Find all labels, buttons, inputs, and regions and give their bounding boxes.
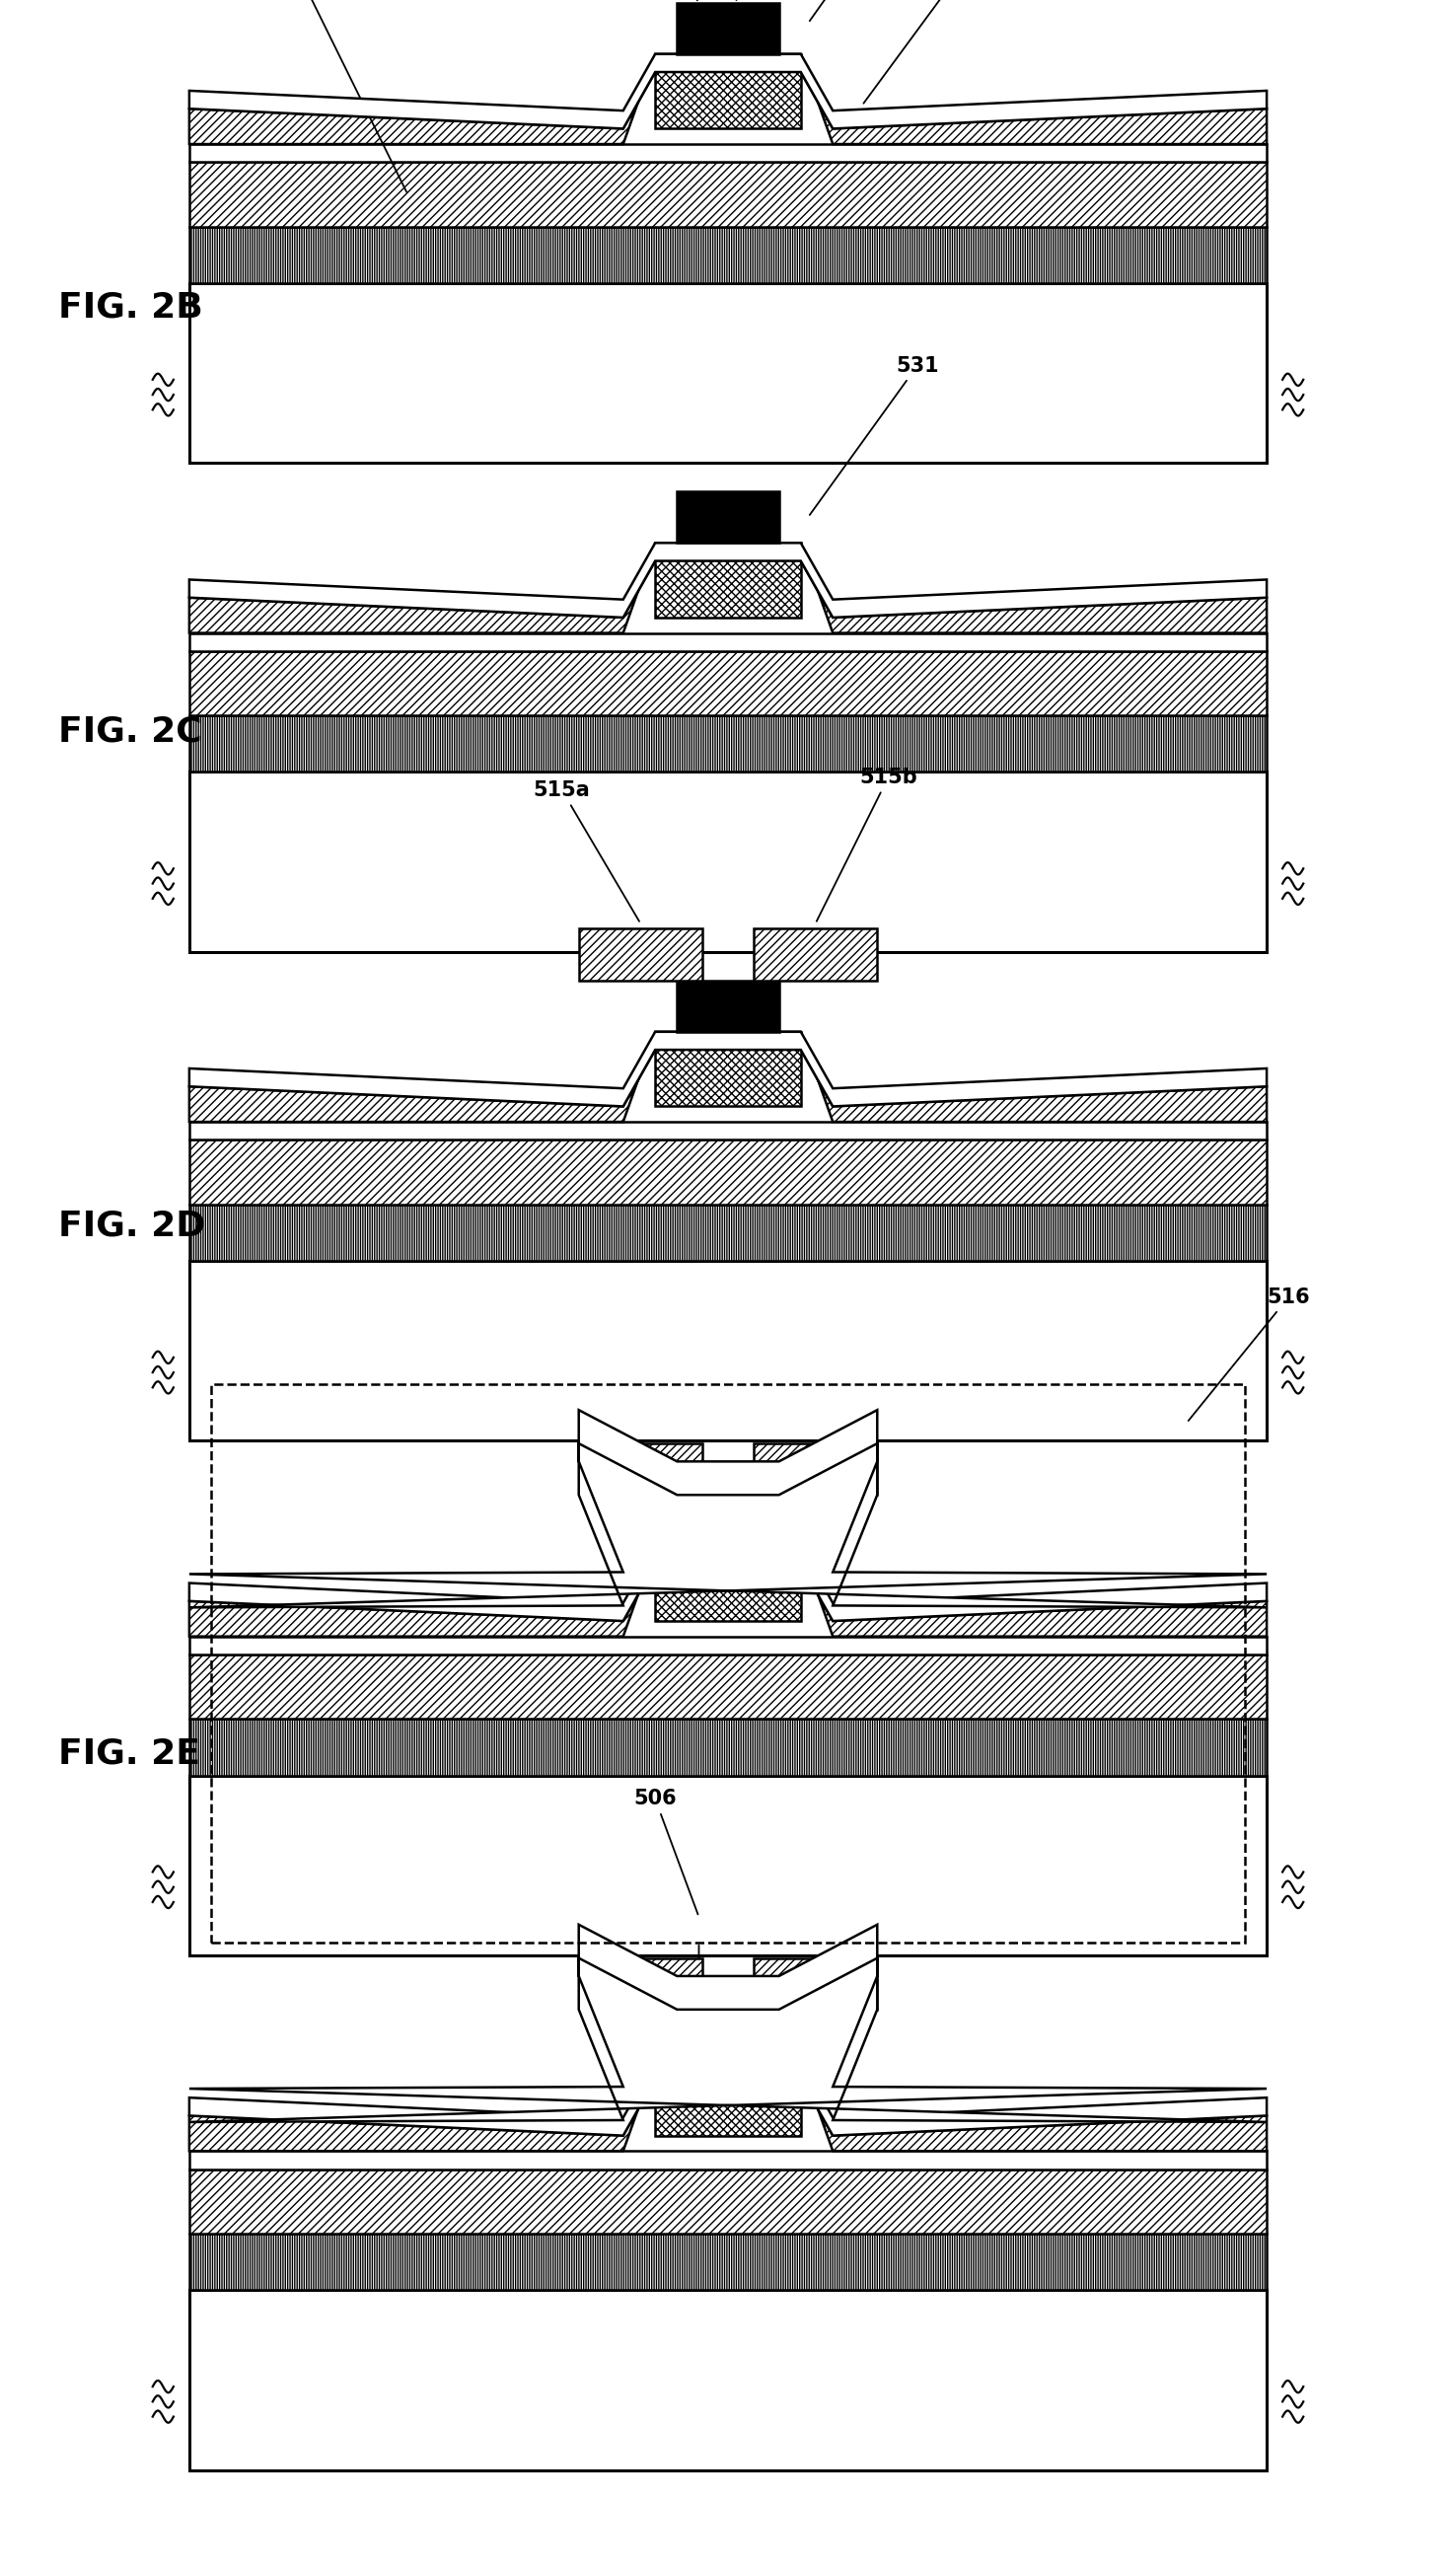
Bar	[189, 1122, 1267, 1140]
Bar	[189, 162, 1267, 226]
Bar	[189, 2233, 1267, 2290]
Bar	[189, 1654, 1267, 1719]
Polygon shape	[655, 1032, 801, 1106]
Bar	[579, 929, 703, 980]
Text: 515b: 515b	[817, 767, 917, 921]
Bar	[677, 491, 779, 543]
Polygon shape	[655, 1546, 801, 1621]
Polygon shape	[189, 2061, 1267, 2136]
Polygon shape	[655, 54, 801, 129]
Bar	[579, 1958, 703, 2010]
Polygon shape	[189, 1546, 1267, 1636]
Bar	[754, 1958, 877, 2010]
Text: 531: 531	[810, 355, 939, 515]
Text: FIG. 2E: FIG. 2E	[58, 1737, 201, 1770]
Bar	[189, 2151, 1267, 2169]
Bar	[189, 144, 1267, 162]
Polygon shape	[655, 543, 801, 618]
Text: 505: 505	[255, 0, 406, 193]
Bar	[754, 929, 877, 980]
Bar	[189, 1261, 1267, 1441]
Bar	[189, 226, 1267, 283]
Text: 510: 510	[677, 1945, 721, 2033]
Polygon shape	[189, 54, 1267, 144]
Polygon shape	[189, 2061, 1267, 2151]
Polygon shape	[189, 1410, 1267, 1608]
Bar	[211, 1384, 1245, 1943]
Polygon shape	[189, 543, 1267, 633]
Text: 507b: 507b	[810, 0, 932, 21]
Bar	[189, 1775, 1267, 1955]
Polygon shape	[655, 2061, 801, 2136]
Bar	[677, 1495, 779, 1546]
Text: FIG. 2B: FIG. 2B	[58, 291, 202, 324]
Text: FIG. 2D: FIG. 2D	[58, 1209, 205, 1243]
Bar	[189, 1719, 1267, 1775]
Polygon shape	[189, 1032, 1267, 1106]
Bar	[189, 1140, 1267, 1204]
Bar	[579, 1443, 703, 1495]
Bar	[677, 980, 779, 1032]
Bar	[189, 2290, 1267, 2470]
Bar	[189, 772, 1267, 952]
Polygon shape	[189, 543, 1267, 618]
Polygon shape	[189, 54, 1267, 129]
Text: 506: 506	[633, 1788, 697, 1914]
Bar	[189, 651, 1267, 715]
Bar	[189, 715, 1267, 772]
Text: 507a: 507a	[863, 0, 993, 103]
Bar	[189, 633, 1267, 651]
Bar	[754, 1443, 877, 1495]
Polygon shape	[189, 1925, 1267, 2123]
Bar	[677, 3, 779, 54]
Text: 515a: 515a	[533, 780, 639, 921]
Bar	[189, 1636, 1267, 1654]
Polygon shape	[189, 1032, 1267, 1122]
Text: 516: 516	[1188, 1286, 1310, 1420]
Bar	[677, 2010, 779, 2061]
Bar	[189, 1204, 1267, 1261]
Polygon shape	[189, 1546, 1267, 1621]
Bar	[189, 283, 1267, 463]
Text: FIG. 2C: FIG. 2C	[58, 715, 202, 749]
Bar	[189, 2169, 1267, 2233]
